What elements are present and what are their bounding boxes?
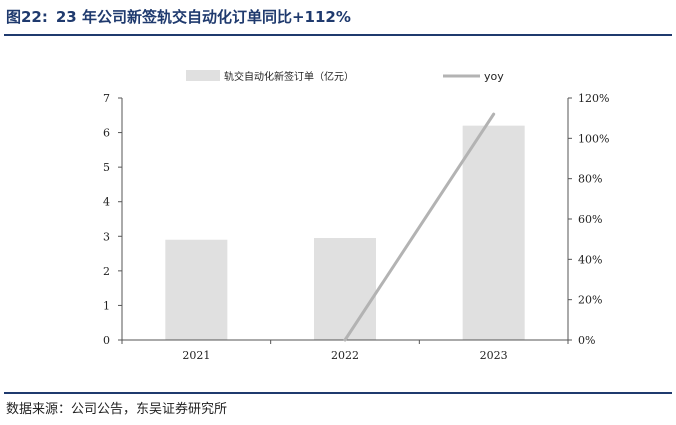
figure-title: 图22: 23 年公司新签轨交自动化订单同比+112%: [6, 6, 359, 27]
right-tick-label: 0%: [578, 334, 595, 347]
right-tick-label: 100%: [578, 132, 609, 145]
right-tick-label: 40%: [578, 253, 602, 266]
right-tick-label: 60%: [578, 213, 602, 226]
right-tick-label: 120%: [578, 92, 609, 105]
x-tick-label: 2022: [331, 349, 359, 362]
left-tick-label: 1: [103, 299, 110, 312]
yoy-line: [343, 112, 496, 342]
figure-number: 图22:: [6, 8, 48, 26]
left-tick-label: 7: [103, 92, 110, 105]
bar: [165, 239, 228, 340]
left-tick-label: 3: [103, 230, 110, 243]
figure-title-text: 23 年公司新签轨交自动化订单同比+112%: [55, 8, 351, 26]
source-note: 数据来源：公司公告，东吴证券研究所: [6, 402, 228, 417]
legend-label-line: yoy: [484, 70, 504, 83]
x-tick-label: 2021: [182, 349, 210, 362]
right-tick-label: 20%: [578, 294, 602, 307]
bar: [314, 238, 376, 340]
right-tick-label: 80%: [578, 173, 602, 186]
top-rule: [4, 34, 672, 36]
legend-label-bar: 轨交自动化新签订单（亿元）: [224, 70, 354, 83]
left-tick-label: 5: [103, 161, 110, 174]
left-tick-label: 6: [103, 127, 110, 140]
bar: [462, 125, 525, 341]
left-tick-label: 2: [103, 265, 110, 278]
x-tick-label: 2023: [480, 349, 508, 362]
bottom-rule: [4, 392, 672, 394]
legend-swatch-bar: [186, 70, 220, 81]
left-tick-label: 0: [103, 334, 110, 347]
left-tick-label: 4: [103, 196, 110, 209]
